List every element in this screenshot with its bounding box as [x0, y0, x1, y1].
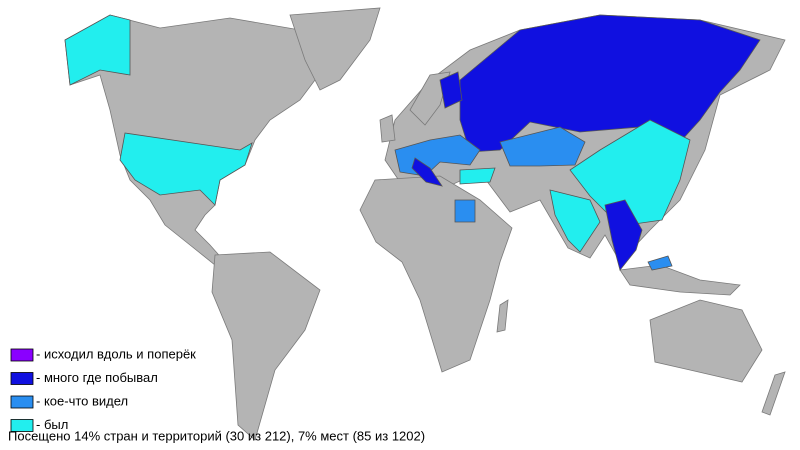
new-zealand — [761, 371, 786, 416]
china — [569, 119, 691, 227]
legend-swatch — [10, 372, 34, 385]
visited-regions — [64, 14, 761, 271]
malaysia — [647, 255, 673, 271]
legend-label: - много где побывал — [36, 370, 158, 385]
australia — [649, 299, 763, 383]
legend-swatch — [10, 395, 34, 409]
indonesia — [619, 264, 741, 296]
landmass — [64, 7, 786, 441]
finland — [439, 71, 463, 109]
legend-label: - кое-что видел — [36, 393, 128, 408]
madagascar — [496, 299, 509, 333]
legend-swatch — [10, 348, 34, 362]
turkey — [459, 167, 496, 185]
alaska — [64, 14, 131, 86]
italy — [411, 157, 443, 187]
legend-label: - исходил вдоль и поперёк — [36, 346, 196, 361]
africa — [359, 175, 513, 373]
uk — [379, 114, 396, 143]
india — [549, 189, 601, 253]
legend: - исходил вдоль и поперёк - много где поб… — [10, 346, 196, 432]
footer-text: Посещено 14% стран и территорий (30 из 2… — [8, 428, 425, 443]
south-america — [211, 251, 321, 441]
russia — [459, 14, 761, 153]
southeast-asia — [604, 199, 643, 271]
legend-label: - был — [36, 417, 68, 432]
usa — [119, 132, 253, 206]
legend-swatch — [10, 419, 34, 432]
greenland — [289, 7, 381, 91]
egypt — [454, 199, 476, 223]
kazakhstan — [499, 126, 586, 167]
